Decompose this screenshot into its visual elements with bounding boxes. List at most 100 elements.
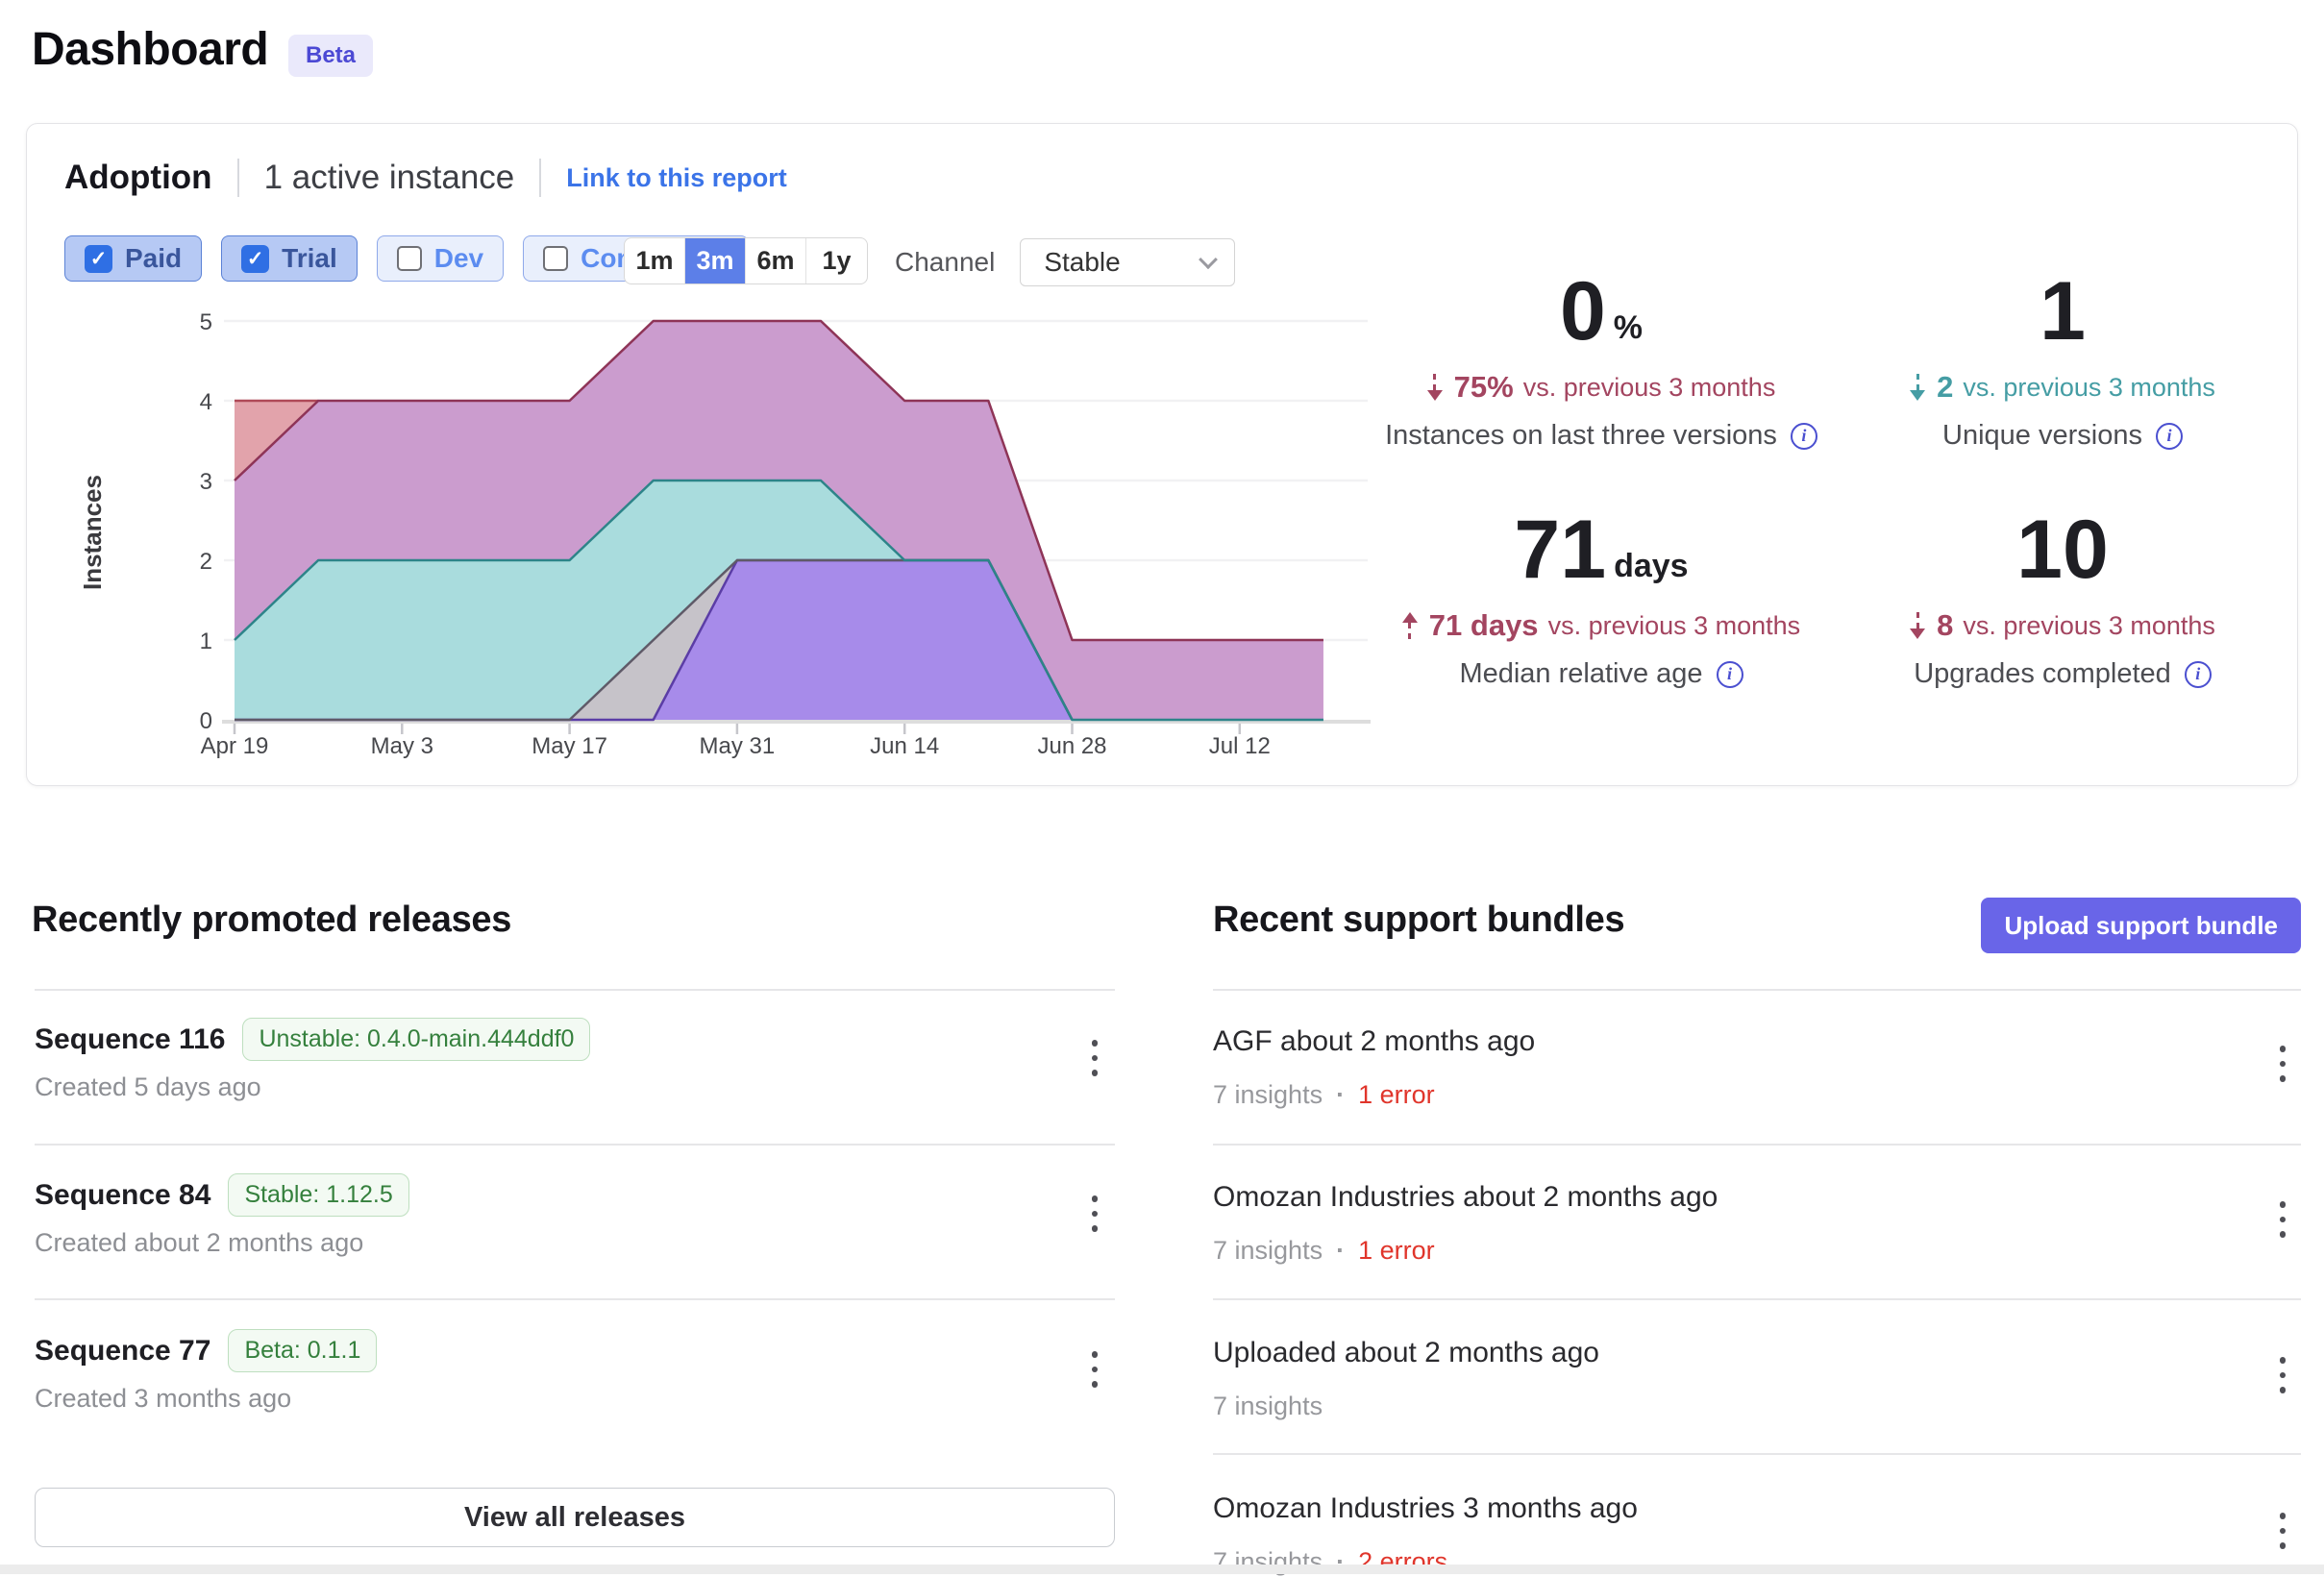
info-icon[interactable] [2184, 660, 2212, 688]
view-all-releases-button[interactable]: View all releases [35, 1488, 1115, 1547]
release-created: Created 3 months ago [35, 1384, 292, 1413]
stat-delta: 2 vs. previous 3 months [1910, 370, 2215, 405]
trend-arrow-icon [1910, 374, 1926, 402]
info-icon[interactable] [1716, 660, 1743, 688]
release-created: Created about 2 months ago [35, 1228, 364, 1257]
release-row-title: Sequence 116 Unstable: 0.4.0-main.444ddf… [35, 1018, 591, 1061]
svg-text:Jul 12: Jul 12 [1209, 733, 1271, 759]
svg-text:May 3: May 3 [371, 733, 433, 759]
release-version-badge: Stable: 1.12.5 [228, 1173, 409, 1217]
svg-text:Apr 19: Apr 19 [201, 733, 269, 759]
stat-value: 1 [2040, 265, 2086, 357]
page-bottom-strip [0, 1565, 2324, 1574]
filter-paid-checkbox[interactable]: Paid [64, 235, 203, 282]
checkbox-icon [241, 244, 270, 273]
svg-text:0: 0 [200, 708, 212, 734]
bundle-insights: 7 insights [1213, 1392, 1323, 1420]
range-1m-button[interactable]: 1m [625, 238, 685, 283]
filter-trial-checkbox[interactable]: Trial [221, 235, 358, 282]
adoption-card: Adoption 1 active instance Link to this … [26, 123, 2298, 786]
release-menu-kebab-icon[interactable] [1078, 1186, 1111, 1242]
bundles-section-heading: Recent support bundles [1213, 899, 1625, 940]
svg-text:5: 5 [200, 309, 212, 335]
bundle-title[interactable]: Uploaded about 2 months ago [1213, 1337, 1599, 1368]
svg-text:Instances: Instances [78, 475, 107, 590]
stat-value: 71 days [1514, 504, 1689, 596]
svg-text:May 31: May 31 [700, 733, 776, 759]
stat-delta: 8 vs. previous 3 months [1910, 608, 2215, 643]
dot-separator [1336, 1236, 1345, 1266]
divider [236, 159, 239, 197]
svg-text:May 17: May 17 [532, 733, 607, 759]
active-instance-count: 1 active instance [263, 159, 515, 196]
divider [35, 1298, 1115, 1300]
checkbox-icon [396, 246, 422, 271]
stat-delta: 71 days vs. previous 3 months [1401, 608, 1800, 643]
releases-section-heading: Recently promoted releases [32, 899, 512, 940]
bundle-menu-kebab-icon[interactable] [2266, 1347, 2299, 1403]
release-menu-kebab-icon[interactable] [1078, 1342, 1111, 1397]
bundle-insights: 7 insights [1213, 1236, 1323, 1265]
channel-select[interactable]: Stable [1020, 238, 1236, 286]
bundle-menu-kebab-icon[interactable] [2266, 1192, 2299, 1247]
stat-median-relative-age: 71 days 71 days vs. previous 3 months Medi… [1371, 497, 1832, 735]
adoption-card-title: Adoption [64, 159, 212, 196]
range-3m-button[interactable]: 3m [685, 238, 746, 283]
bundle-title[interactable]: Omozan Industries about 2 months ago [1213, 1181, 1718, 1213]
checkbox-icon [543, 246, 569, 271]
upload-support-bundle-button[interactable]: Upload support bundle [1981, 898, 2301, 953]
bundle-title[interactable]: AGF about 2 months ago [1213, 1025, 1536, 1057]
info-icon[interactable] [1790, 422, 1817, 450]
release-version-badge: Unstable: 0.4.0-main.444ddf0 [242, 1018, 591, 1061]
adoption-stats: 0% 75% vs. previous 3 months Instances on… [1371, 259, 2293, 735]
bundle-meta: 7 insights 1 error [1213, 1080, 1435, 1110]
time-range-selector: 1m 3m 6m 1y [624, 237, 868, 284]
stat-label: Median relative age [1459, 658, 1743, 690]
filter-dev-checkbox[interactable]: Dev [376, 235, 505, 282]
bundle-meta: 7 insights [1213, 1392, 1323, 1421]
link-to-report[interactable]: Link to this report [566, 162, 787, 192]
divider [1213, 1298, 2301, 1300]
release-menu-kebab-icon[interactable] [1078, 1030, 1111, 1086]
channel-selected-value: Stable [1044, 247, 1121, 277]
stat-value: 0% [1559, 265, 1644, 357]
release-title: Sequence 84 [35, 1178, 211, 1211]
bundle-title[interactable]: Omozan Industries 3 months ago [1213, 1492, 1638, 1524]
stat-upgrades-completed: 10 8 vs. previous 3 months Upgrades compl… [1832, 497, 2293, 735]
trend-arrow-icon [1426, 374, 1443, 402]
filter-label: Paid [125, 243, 183, 273]
release-version-badge: Beta: 0.1.1 [228, 1329, 378, 1372]
stat-label: Upgrades completed [1914, 658, 2212, 690]
range-6m-button[interactable]: 6m [746, 238, 806, 283]
svg-text:4: 4 [200, 389, 212, 415]
stat-label: Instances on last three versions [1385, 420, 1817, 452]
info-icon[interactable] [2155, 422, 2183, 450]
bundle-errors: 1 error [1358, 1080, 1435, 1109]
bundle-insights: 7 insights [1213, 1080, 1323, 1109]
channel-control: Channel Stable [895, 238, 1236, 286]
bundle-menu-kebab-icon[interactable] [2266, 1036, 2299, 1092]
release-title: Sequence 77 [35, 1334, 211, 1367]
adoption-area-chart: Apr 19 May 3 May 17 May 31 Jun 14 Jun 28 Jul 1… [78, 309, 1371, 759]
svg-text:Jun 14: Jun 14 [870, 733, 939, 759]
trend-arrow-icon [1401, 612, 1418, 640]
svg-text:Jun 28: Jun 28 [1037, 733, 1106, 759]
bundle-errors: 1 error [1358, 1236, 1435, 1265]
stat-delta: 75% vs. previous 3 months [1426, 370, 1775, 405]
stat-value: 10 [2016, 504, 2109, 596]
divider [35, 989, 1115, 991]
beta-badge: Beta [288, 35, 374, 77]
svg-text:1: 1 [200, 628, 212, 654]
bundle-menu-kebab-icon[interactable] [2266, 1503, 2299, 1559]
page-title: Dashboard [32, 24, 269, 75]
channel-label: Channel [895, 247, 996, 277]
filter-label: Dev [433, 243, 484, 273]
divider [1213, 1144, 2301, 1146]
trend-arrow-icon [1910, 612, 1926, 640]
adoption-card-header: Adoption 1 active instance Link to this … [64, 153, 787, 203]
divider [539, 159, 542, 197]
range-1y-button[interactable]: 1y [822, 246, 852, 275]
stat-unique-versions: 1 2 vs. previous 3 months Unique versions [1832, 259, 2293, 497]
release-title: Sequence 116 [35, 1023, 226, 1055]
divider [1213, 989, 2301, 991]
